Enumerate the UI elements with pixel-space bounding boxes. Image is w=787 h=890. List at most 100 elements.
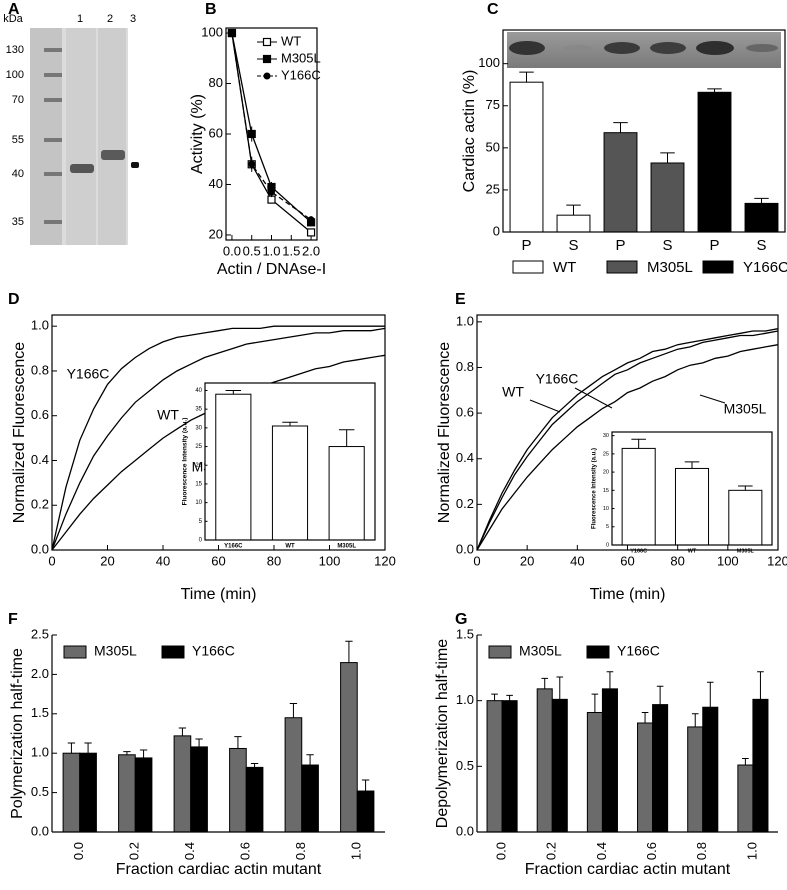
- gel-strip: [507, 32, 781, 68]
- legend-marker: [262, 54, 272, 64]
- y-tick-label: 0.2: [31, 497, 49, 512]
- x-tick-label: 20: [100, 553, 114, 568]
- legend-label: Y166C: [743, 259, 787, 276]
- x-tick-label: 20: [520, 553, 534, 568]
- legend-swatch: [63, 645, 87, 659]
- x-tick-label: 80: [267, 553, 281, 568]
- x-tick-label: 0.2: [127, 842, 142, 860]
- curve-label: Y166C: [536, 371, 579, 387]
- y-tick-label: 0.0: [456, 541, 474, 556]
- bar: [229, 747, 247, 833]
- y-tick-label: 75: [486, 97, 500, 112]
- y-tick-label: 15: [195, 482, 202, 488]
- x-axis-label: Fraction cardiac actin mutant: [525, 861, 731, 878]
- bar: [601, 688, 618, 833]
- x-tick-label: 0.5: [243, 243, 261, 258]
- legend-swatch: [606, 260, 638, 274]
- y-axis-label: Normalized Fluorescence: [436, 342, 453, 524]
- x-tick-label: 2.0: [302, 243, 320, 258]
- bar: [118, 754, 136, 833]
- y-tick-label: 1.5: [31, 705, 49, 720]
- lane-label: 1: [77, 13, 83, 25]
- marker-label: 55: [12, 134, 24, 146]
- y-tick-label: 30: [603, 433, 609, 439]
- y-tick-label: 15: [603, 488, 609, 494]
- x-tick-label: 60: [620, 553, 634, 568]
- marker-band: [44, 138, 62, 142]
- y-tick-label: 0: [606, 542, 609, 548]
- y-tick-label: 0.8: [31, 362, 49, 377]
- y-tick-label: 0.6: [31, 407, 49, 422]
- marker-label: 70: [12, 94, 24, 106]
- bar: [728, 489, 763, 546]
- bar: [79, 752, 97, 833]
- y-tick-label: 80: [209, 75, 223, 90]
- bar: [173, 735, 192, 833]
- marker-band: [44, 220, 62, 224]
- bar: [536, 688, 553, 833]
- bar: [621, 447, 656, 546]
- x-tick-label: 100: [319, 553, 341, 568]
- legend-label: Y166C: [617, 643, 660, 659]
- x-tick-label: WT: [285, 544, 295, 550]
- y-tick-label: 20: [603, 470, 609, 476]
- gel-image: [30, 28, 140, 245]
- marker-band: [44, 172, 62, 176]
- x-tick-label: P: [615, 237, 625, 254]
- x-tick-label: 0.0: [71, 842, 86, 860]
- plot-frame: [611, 431, 773, 546]
- series-line: [476, 344, 779, 551]
- y-tick-label: 1.0: [31, 745, 49, 760]
- bar: [752, 698, 769, 833]
- error-bar: [631, 438, 646, 449]
- legend-label: M305L: [647, 259, 693, 276]
- error-bar: [754, 197, 769, 204]
- x-tick-label: 0: [473, 553, 480, 568]
- y-tick-label: 2.5: [31, 626, 49, 641]
- error-bar: [660, 152, 675, 163]
- error-bar: [306, 754, 314, 766]
- bar: [637, 722, 654, 833]
- error-bar: [613, 122, 628, 133]
- bar: [301, 764, 319, 833]
- marker-band: [44, 98, 62, 102]
- panel-letter: D: [8, 291, 20, 308]
- y-tick-label: 60: [209, 125, 223, 140]
- y-tick-label: 0.2: [456, 496, 474, 511]
- bar: [501, 700, 518, 833]
- leader-line: [529, 399, 561, 413]
- leader-line: [574, 387, 613, 409]
- y-axis-label: Normalized Fluorescence: [11, 342, 28, 524]
- bar: [744, 202, 779, 233]
- y-tick-label: 5: [606, 524, 609, 530]
- y-axis-label: Activity (%): [189, 94, 206, 174]
- y-axis-label: Polymerization half-time: [9, 648, 26, 819]
- y-axis-label: Fluorescence Intensity (a.u.): [592, 448, 598, 529]
- data-point: [267, 195, 276, 204]
- x-tick-label: S: [568, 237, 578, 254]
- curve-label: WT: [502, 384, 524, 400]
- legend-label: WT: [281, 33, 301, 48]
- x-tick-label: 120: [767, 553, 787, 568]
- y-tick-label: 1.0: [456, 313, 474, 328]
- data-point: [268, 188, 275, 196]
- plot-frame: [204, 382, 376, 541]
- curve-label: Y166C: [67, 366, 110, 382]
- x-tick-label: 0.8: [694, 842, 709, 860]
- x-tick-label: 40: [156, 553, 170, 568]
- bar: [486, 700, 503, 833]
- x-tick-label: 40: [570, 553, 584, 568]
- y-tick-label: 2.0: [31, 666, 49, 681]
- series-line: [476, 330, 779, 551]
- curve-label: WT: [157, 407, 179, 423]
- error-bar: [345, 640, 353, 663]
- y-tick-label: 0.0: [31, 541, 49, 556]
- error-bar: [361, 779, 370, 792]
- x-tick-label: 0.4: [182, 842, 197, 860]
- legend-label: M305L: [519, 643, 562, 659]
- x-tick-label: 0.0: [494, 842, 509, 860]
- x-tick-label: 0.8: [293, 842, 308, 860]
- x-tick-label: 1.0: [262, 243, 280, 258]
- legend-label: WT: [553, 259, 576, 276]
- x-axis-label: Fraction cardiac actin mutant: [116, 861, 322, 878]
